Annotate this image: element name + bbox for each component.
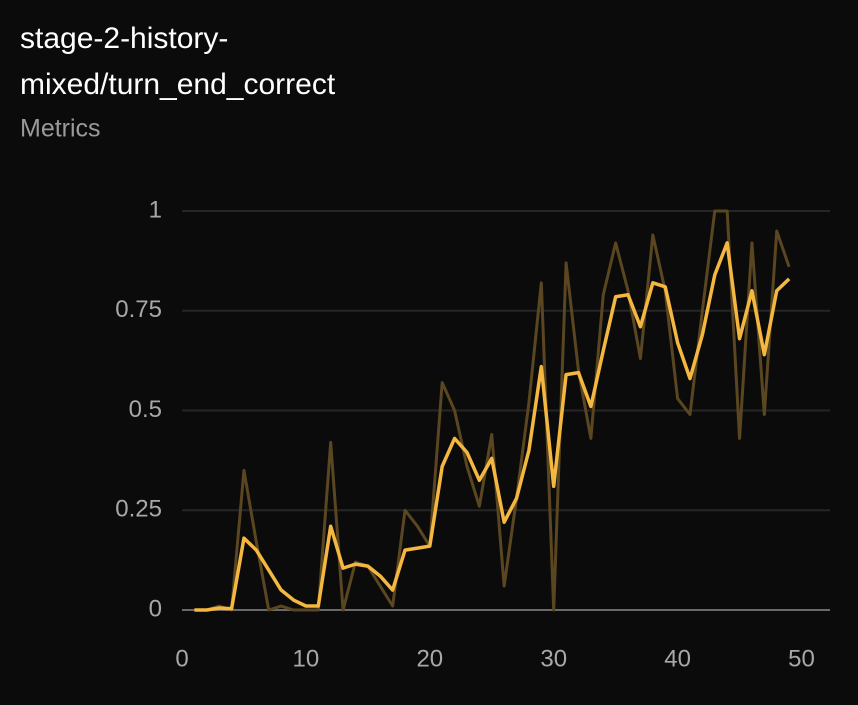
x-tick-label: 0 <box>175 645 188 672</box>
series-line <box>194 209 791 612</box>
y-tick-label: 0 <box>149 595 162 622</box>
chart-title: stage-2-history- <box>20 22 228 55</box>
chart-subtitle: Metrics <box>20 115 101 143</box>
x-tick-label: 50 <box>788 645 815 672</box>
x-tick-label: 30 <box>540 645 567 672</box>
chart-title: mixed/turn_end_correct <box>20 68 336 101</box>
y-tick-label: 0.25 <box>115 496 162 523</box>
x-tick-label: 20 <box>416 645 443 672</box>
y-tick-label: 0.5 <box>129 396 162 423</box>
series-line <box>194 241 791 612</box>
y-tick-label: 1 <box>149 196 162 223</box>
y-tick-label: 0.75 <box>115 296 162 323</box>
x-tick-label: 40 <box>664 645 691 672</box>
x-tick-label: 10 <box>293 645 320 672</box>
